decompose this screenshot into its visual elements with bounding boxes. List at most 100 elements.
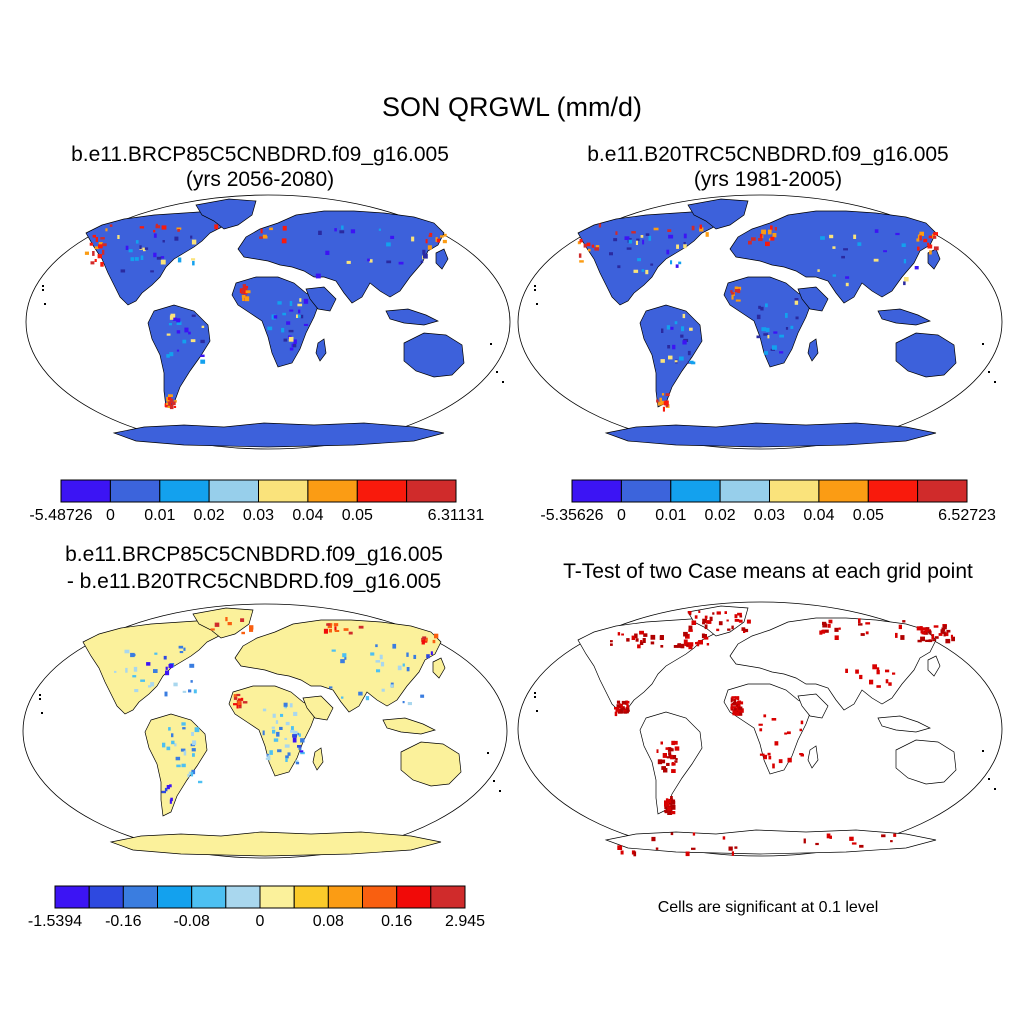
p4-grid-cell — [931, 634, 935, 639]
p4-grid-cell — [674, 746, 680, 751]
p2-grid-cell — [841, 255, 845, 259]
p3-grid-cell — [164, 787, 168, 792]
p3-island — [41, 712, 43, 714]
p2-grid-cell — [794, 300, 799, 305]
p2-grid-cell — [770, 348, 775, 351]
panel2-title-years: (yrs 1981-2005) — [693, 168, 843, 191]
p1-grid-cell — [164, 403, 168, 407]
p3-grid-cell — [348, 631, 353, 635]
p2-grid-cell — [883, 250, 887, 253]
p3-grid-cell — [422, 636, 427, 640]
p3-grid-cell — [375, 660, 381, 663]
p2-island — [534, 285, 536, 287]
p3-grid-cell — [175, 756, 181, 761]
p1-grid-cell — [169, 402, 172, 405]
p1-grid-cell — [390, 235, 395, 239]
p2-grid-cell — [667, 229, 672, 232]
p4-australia — [895, 739, 957, 785]
p1-grid-cell — [130, 257, 135, 262]
p2-grid-cell — [761, 229, 766, 235]
p3-grid-cell — [242, 701, 248, 704]
p4-grid-cell — [666, 762, 670, 766]
p4-grid-cell — [920, 630, 924, 634]
p3-grid-cell — [285, 755, 289, 759]
p3-grid-cell — [214, 622, 220, 627]
p2-grid-cell — [914, 266, 919, 270]
p3-grid-cell — [272, 713, 276, 718]
p4-grid-cell — [859, 844, 864, 848]
p3-grid-cell — [273, 738, 279, 742]
p1-grid-cell — [200, 359, 206, 364]
p2-grid-cell — [624, 236, 630, 240]
p4-grid-cell — [934, 636, 939, 639]
p2-grid-cell — [927, 242, 930, 246]
p2-colorbar-box — [620, 479, 672, 503]
p1-grid-cell — [334, 228, 337, 232]
p2-colorbar-label: 0.02 — [705, 507, 736, 524]
p4-grid-cell — [621, 700, 627, 705]
p2-grid-cell — [683, 233, 687, 239]
p2-arabia — [797, 286, 829, 312]
p2-grid-cell — [873, 258, 879, 262]
p4-grid-cell — [643, 633, 648, 637]
p2-grid-cell — [756, 335, 761, 339]
p2-grid-cell — [661, 328, 664, 333]
p2-grid-cell — [857, 242, 862, 246]
p1-grid-cell — [297, 303, 303, 307]
p4-grid-cell — [688, 629, 693, 632]
p4-grid-cell — [661, 759, 666, 764]
p4-grid-cell — [860, 633, 865, 636]
p2-grid-cell — [594, 247, 599, 251]
p4-grid-cell — [668, 748, 674, 752]
p4-grid-cell — [704, 615, 708, 619]
p4-grid-cell — [893, 833, 897, 837]
p3-island — [39, 694, 41, 696]
p1-grid-cell — [242, 290, 248, 295]
p2-grid-cell — [916, 238, 920, 242]
p3-grid-cell — [269, 750, 273, 755]
p4-grid-cell — [890, 840, 893, 843]
p1-grid-cell — [176, 330, 181, 334]
p3-grid-cell — [430, 651, 433, 655]
p2-colorbar-box — [769, 479, 820, 503]
p1-grid-cell — [341, 225, 344, 230]
p4-grid-cell — [666, 756, 670, 759]
p4-grid-cell — [885, 669, 890, 673]
p4-grid-cell — [660, 741, 663, 745]
p4-grid-cell — [928, 630, 932, 635]
p3-grid-cell — [153, 669, 158, 673]
p4-grid-cell — [724, 611, 727, 614]
p2-grid-cell — [919, 231, 924, 236]
p2-colorbar-label: 0 — [617, 507, 626, 524]
p1-grid-cell — [297, 315, 301, 318]
p3-grid-cell — [133, 666, 138, 672]
p4-grid-cell — [621, 633, 624, 636]
p4-grid-cell — [943, 624, 947, 630]
p1-colorbar-box — [60, 479, 111, 503]
p2-grid-cell — [759, 233, 763, 238]
p4-grid-cell — [900, 635, 905, 640]
p3-grid-cell — [333, 623, 339, 627]
p3-colorbar-box — [225, 885, 261, 909]
p4-grid-cell — [917, 639, 922, 643]
p3-grid-cell — [188, 771, 192, 775]
p1-grid-cell — [166, 402, 169, 405]
p3-madagascar — [312, 747, 324, 771]
p3-grid-cell — [210, 628, 215, 631]
p3-grid-cell — [279, 726, 283, 730]
p1-grid-cell — [200, 339, 205, 344]
p2-grid-cell — [679, 356, 684, 361]
p2-colorbar-box — [719, 479, 771, 503]
p3-grid-cell — [298, 747, 302, 750]
p4-grid-cell — [637, 644, 641, 649]
p4-grid-cell — [626, 638, 630, 642]
p1-grid-cell — [153, 229, 156, 233]
p3-grid-cell — [381, 688, 385, 692]
p3-grid-cell — [134, 689, 139, 693]
p3-grid-cell — [285, 721, 290, 726]
p1-grid-cell — [303, 298, 309, 304]
p1-grid-cell — [289, 347, 294, 351]
p3-australia — [400, 741, 462, 787]
p1-grid-cell — [214, 224, 219, 230]
p4-grid-cell — [688, 625, 693, 630]
